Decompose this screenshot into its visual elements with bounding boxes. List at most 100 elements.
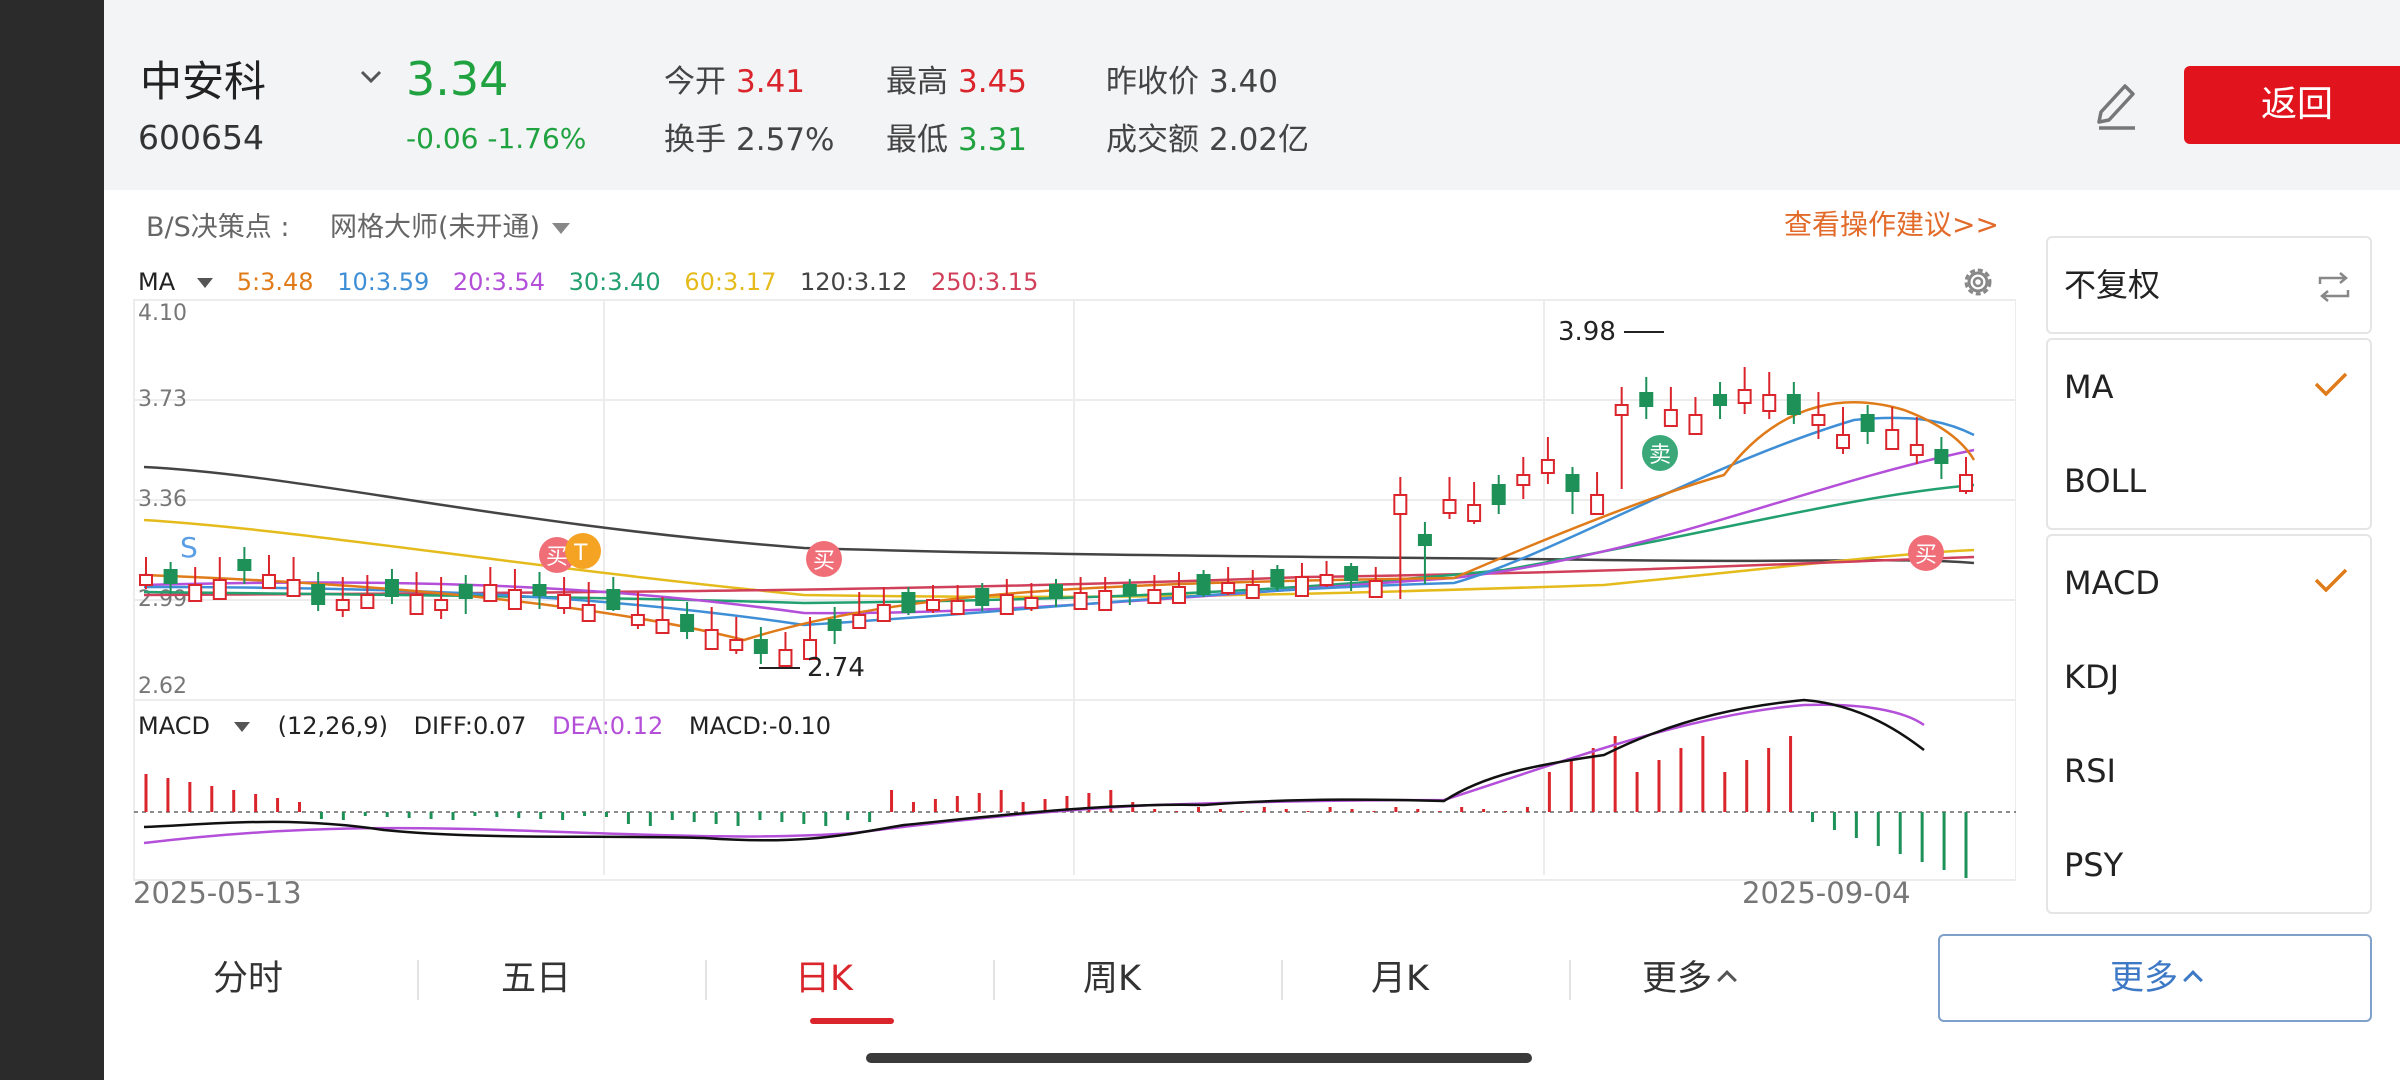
tab-intraday[interactable]: 分时 (212, 959, 283, 999)
buy-marker: 买 (1908, 535, 1944, 571)
candle-body (1786, 394, 1801, 415)
grid-master-dropdown[interactable]: 网格大师(未开通) (330, 205, 571, 244)
candle-body (1811, 414, 1826, 426)
candle-body (1368, 580, 1383, 598)
pencil-icon[interactable] (2089, 72, 2145, 132)
indicator-label: BOLL (2064, 462, 2147, 500)
candle-body (1959, 474, 1973, 492)
y-tick-label: 3.73 (138, 387, 187, 412)
active-tab-underline (810, 1018, 894, 1024)
candle-body (1590, 494, 1605, 515)
stock-name[interactable]: 中安科 (140, 57, 267, 106)
macd-title[interactable]: MACD (138, 712, 210, 740)
gear-icon[interactable] (1958, 262, 1998, 302)
tab-weekly-k[interactable]: 周K (1083, 959, 1141, 999)
candle-body (409, 594, 424, 615)
y-tick-label: 2.99 (138, 587, 187, 612)
candle-body (1393, 494, 1408, 515)
swap-icon[interactable] (2316, 272, 2352, 302)
home-indicator[interactable] (866, 1053, 1532, 1063)
candle-body (1836, 434, 1851, 449)
tab-five-day[interactable]: 五日 (500, 959, 571, 999)
candle-body (163, 569, 178, 584)
candle-body (1663, 409, 1678, 427)
candle-body (729, 639, 744, 651)
indicator-psy[interactable]: PSY (2048, 818, 2370, 912)
diff-line (143, 698, 1925, 842)
candle-body (704, 629, 719, 650)
quote-label: 今开 (664, 64, 726, 100)
quote-value: 3.45 (958, 64, 1028, 100)
buy-marker-label: 买 (546, 545, 568, 570)
ma5-line (143, 401, 1976, 642)
candle-body (606, 589, 621, 610)
candle-body (1294, 576, 1309, 597)
candle-body (950, 600, 965, 615)
ma250-value: 250:3.15 (931, 268, 1039, 296)
quote-value: 3.40 (1209, 64, 1279, 100)
triangle-down-icon[interactable] (197, 278, 214, 288)
tab-divider (1569, 960, 1571, 1000)
indicator-boll[interactable]: BOLL (2048, 434, 2370, 528)
candle-body (1073, 592, 1088, 610)
ma10-value: 10:3.59 (337, 268, 430, 296)
adjust-label: 不复权 (2064, 266, 2161, 304)
candle-body (1737, 389, 1752, 404)
quote-turnover: 换手 2.57% (664, 114, 834, 159)
date-start-label: 2025-05-13 (133, 876, 302, 910)
tab-more[interactable]: 更多 (1544, 950, 1832, 1001)
back-button[interactable]: 返回 (2184, 66, 2400, 144)
candle-body (434, 599, 449, 611)
indicator-macd[interactable]: MACD (2048, 536, 2370, 630)
candle-body (261, 574, 276, 589)
more-indicators-button[interactable]: 更多 (1938, 934, 2372, 1022)
ma-title[interactable]: MA (138, 268, 176, 296)
candle-body (1909, 444, 1924, 456)
check-icon (2314, 568, 2348, 592)
candle-body (778, 649, 793, 667)
indicator-label: RSI (2064, 752, 2116, 790)
tab-monthly-k[interactable]: 月K (1371, 959, 1429, 999)
kline-chart[interactable]: 4.10 3.73 3.36 2.99 2.62 3.98 2.74 (104, 295, 2016, 885)
candle-body (655, 619, 670, 634)
candle-body (999, 594, 1014, 615)
tab-daily-k[interactable]: 日K (795, 959, 853, 999)
candle-body (335, 599, 350, 611)
candle-body (1122, 584, 1137, 596)
check-icon (2314, 372, 2348, 396)
chevron-down-icon[interactable] (356, 62, 386, 92)
triangle-down-icon[interactable] (233, 722, 250, 732)
bs-decision-label: B/S决策点 : (146, 212, 290, 243)
candle-body (1516, 474, 1531, 486)
candle-body (532, 584, 547, 596)
candle-body (1491, 484, 1506, 505)
indicator-label: KDJ (2064, 658, 2120, 696)
ma-legend[interactable]: MA 5:3.48 10:3.59 20:3.54 30:3.40 60:3.1… (138, 268, 1054, 296)
buy-marker: 买 (806, 541, 842, 577)
dropdown-label: 网格大师(未开通) (330, 212, 541, 243)
advice-link[interactable]: 查看操作建议>> (1784, 208, 1999, 241)
diff-value: DIFF:0.07 (413, 712, 527, 740)
macd-legend[interactable]: MACD (12,26,9) DIFF:0.07 DEA:0.12 MACD:-… (138, 712, 849, 740)
candle-body (1467, 504, 1482, 522)
quote-header: 中安科 600654 3.34 -0.06 -1.76% 今开 3.41 最高 3.… (104, 0, 2400, 190)
candle-body (1442, 499, 1457, 514)
candle-body (1762, 394, 1777, 412)
quote-label: 最低 (886, 122, 948, 158)
t-marker-label: T (573, 541, 588, 566)
candle-body (384, 579, 399, 597)
quote-label: 换手 (664, 122, 726, 158)
candle-body (1885, 429, 1900, 450)
indicator-rsi[interactable]: RSI (2048, 724, 2370, 818)
y-tick-label: 3.36 (138, 487, 187, 512)
candle-body (1024, 597, 1039, 609)
sell-marker-label: 卖 (1649, 443, 1671, 468)
candle-body (237, 559, 252, 571)
candle-body (557, 594, 572, 609)
indicator-kdj[interactable]: KDJ (2048, 630, 2370, 724)
indicator-ma[interactable]: MA (2048, 340, 2370, 434)
candle-body (901, 592, 916, 613)
adjust-toggle[interactable]: 不复权 (2048, 238, 2370, 332)
low-annotation: 2.74 (759, 653, 865, 683)
ma30-value: 30:3.40 (568, 268, 661, 296)
